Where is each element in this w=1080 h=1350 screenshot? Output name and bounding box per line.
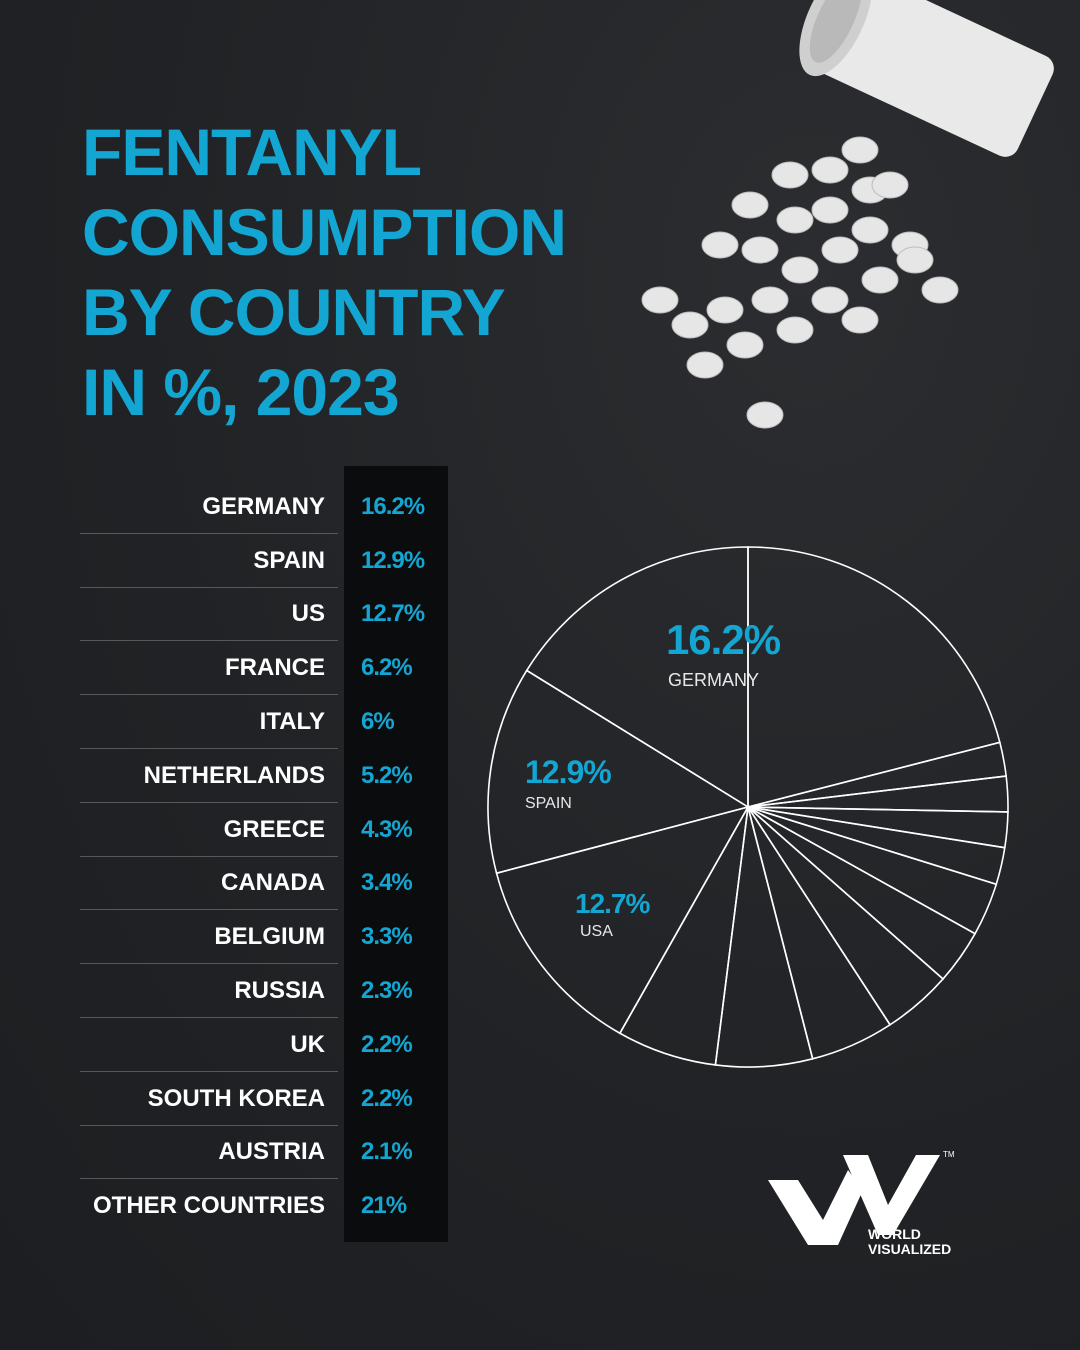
country-value: 3.4% <box>361 869 413 897</box>
pie-slice-other-countries <box>747 546 1001 809</box>
row-divider <box>80 1070 338 1072</box>
title-line: CONSUMPTION <box>82 195 567 269</box>
country-value: 6.2% <box>361 654 413 682</box>
pie-slice-russia <box>747 806 1006 886</box>
country-value: 2.2% <box>361 1030 413 1058</box>
pie-slice-greece <box>747 806 945 1026</box>
country-value: 3.3% <box>361 923 413 951</box>
country-name: AUSTRIA <box>218 1138 325 1166</box>
country-name: US <box>291 600 325 628</box>
table-row: SOUTH KOREA 2.2% <box>80 1072 448 1126</box>
table-row: FRANCE 6.2% <box>80 641 448 696</box>
row-divider <box>80 1124 338 1126</box>
country-name: RUSSIA <box>234 977 325 1005</box>
row-divider <box>80 1016 338 1018</box>
row-divider <box>80 747 338 749</box>
country-name: UK <box>290 1030 325 1058</box>
country-name: GREECE <box>223 815 325 843</box>
logo-line: WORLD <box>868 1226 921 1242</box>
table-row: NETHERLANDS 5.2% <box>80 749 448 803</box>
country-name: FRANCE <box>225 654 325 682</box>
page-title: FENTANYL CONSUMPTION BY COUNTRY IN %, 20… <box>82 112 567 432</box>
table-row: BELGIUM 3.3% <box>80 910 448 965</box>
row-divider <box>80 963 338 965</box>
pie-value-label: 12.9% <box>525 754 611 790</box>
pie-name-label: SPAIN <box>525 795 572 812</box>
pie-slice-us <box>495 805 750 1035</box>
country-name: SPAIN <box>253 546 325 574</box>
country-name: GERMANY <box>202 492 325 520</box>
row-divider <box>80 586 338 588</box>
row-divider <box>80 532 338 534</box>
row-divider <box>80 1178 338 1180</box>
table-row: SPAIN 12.9% <box>80 534 448 588</box>
title-line: IN %, 2023 <box>82 355 400 429</box>
table-row: GERMANY 16.2% <box>80 480 448 534</box>
country-name: ITALY <box>259 708 325 736</box>
pie-slice-south-korea <box>747 775 1009 813</box>
country-value: 12.9% <box>361 546 425 574</box>
table-row: US 12.7% <box>80 588 448 642</box>
pie-value-label: 16.2% <box>666 616 781 663</box>
country-name: SOUTH KOREA <box>147 1084 325 1112</box>
table-row: RUSSIA 2.3% <box>80 964 448 1018</box>
pie-name-label: USA <box>580 923 613 940</box>
title-line: BY COUNTRY <box>82 275 506 349</box>
pie-slice-canada <box>747 806 977 981</box>
country-value: 12.7% <box>361 600 425 628</box>
logo-text: WORLD VISUALIZED <box>868 1227 951 1257</box>
country-value: 5.2% <box>361 761 413 789</box>
country-name: NETHERLANDS <box>143 761 325 789</box>
trademark: TM <box>943 1150 955 1159</box>
pie-chart: 16.2% GERMANY 12.9% SPAIN 12.7% USA <box>487 546 1009 1068</box>
table-row: GREECE 4.3% <box>80 803 448 857</box>
table-row: AUSTRIA 2.1% <box>80 1126 448 1180</box>
country-name: CANADA <box>221 869 325 897</box>
pill-bottle-image <box>641 0 1054 429</box>
logo-line: VISUALIZED <box>868 1241 952 1257</box>
table-row: CANADA 3.4% <box>80 857 448 911</box>
country-value: 2.3% <box>361 977 413 1005</box>
country-value: 2.2% <box>361 1084 413 1112</box>
country-value: 4.3% <box>361 815 413 843</box>
table-row: OTHER COUNTRIES 21% <box>80 1179 448 1233</box>
country-value: 2.1% <box>361 1138 413 1166</box>
row-divider <box>80 909 338 911</box>
country-name: OTHER COUNTRIES <box>92 1192 325 1220</box>
country-name: BELGIUM <box>214 923 325 951</box>
table-row: UK 2.2% <box>80 1018 448 1072</box>
pie-value-label: 12.7% <box>575 888 650 919</box>
country-value: 6% <box>361 708 395 736</box>
country-table: GERMANY 16.2% SPAIN 12.9% US 12.7% FRANCE 6.2% I… <box>80 480 448 1233</box>
pie-slice-italy <box>714 806 814 1068</box>
pie-slice-germany <box>525 546 749 809</box>
pie-slice-spain <box>487 669 751 875</box>
pie-name-label: GERMANY <box>668 670 759 690</box>
row-divider <box>80 855 338 857</box>
values-column-background <box>344 466 448 1242</box>
country-value: 21% <box>361 1192 407 1220</box>
country-value: 16.2% <box>361 492 425 520</box>
row-divider <box>80 801 338 803</box>
row-divider <box>80 640 338 642</box>
row-divider <box>80 694 338 696</box>
table-row: ITALY 6% <box>80 695 448 749</box>
pie-slice-france <box>618 806 749 1066</box>
title-line: FENTANYL <box>82 115 422 189</box>
world-visualized-logo <box>768 1155 940 1245</box>
